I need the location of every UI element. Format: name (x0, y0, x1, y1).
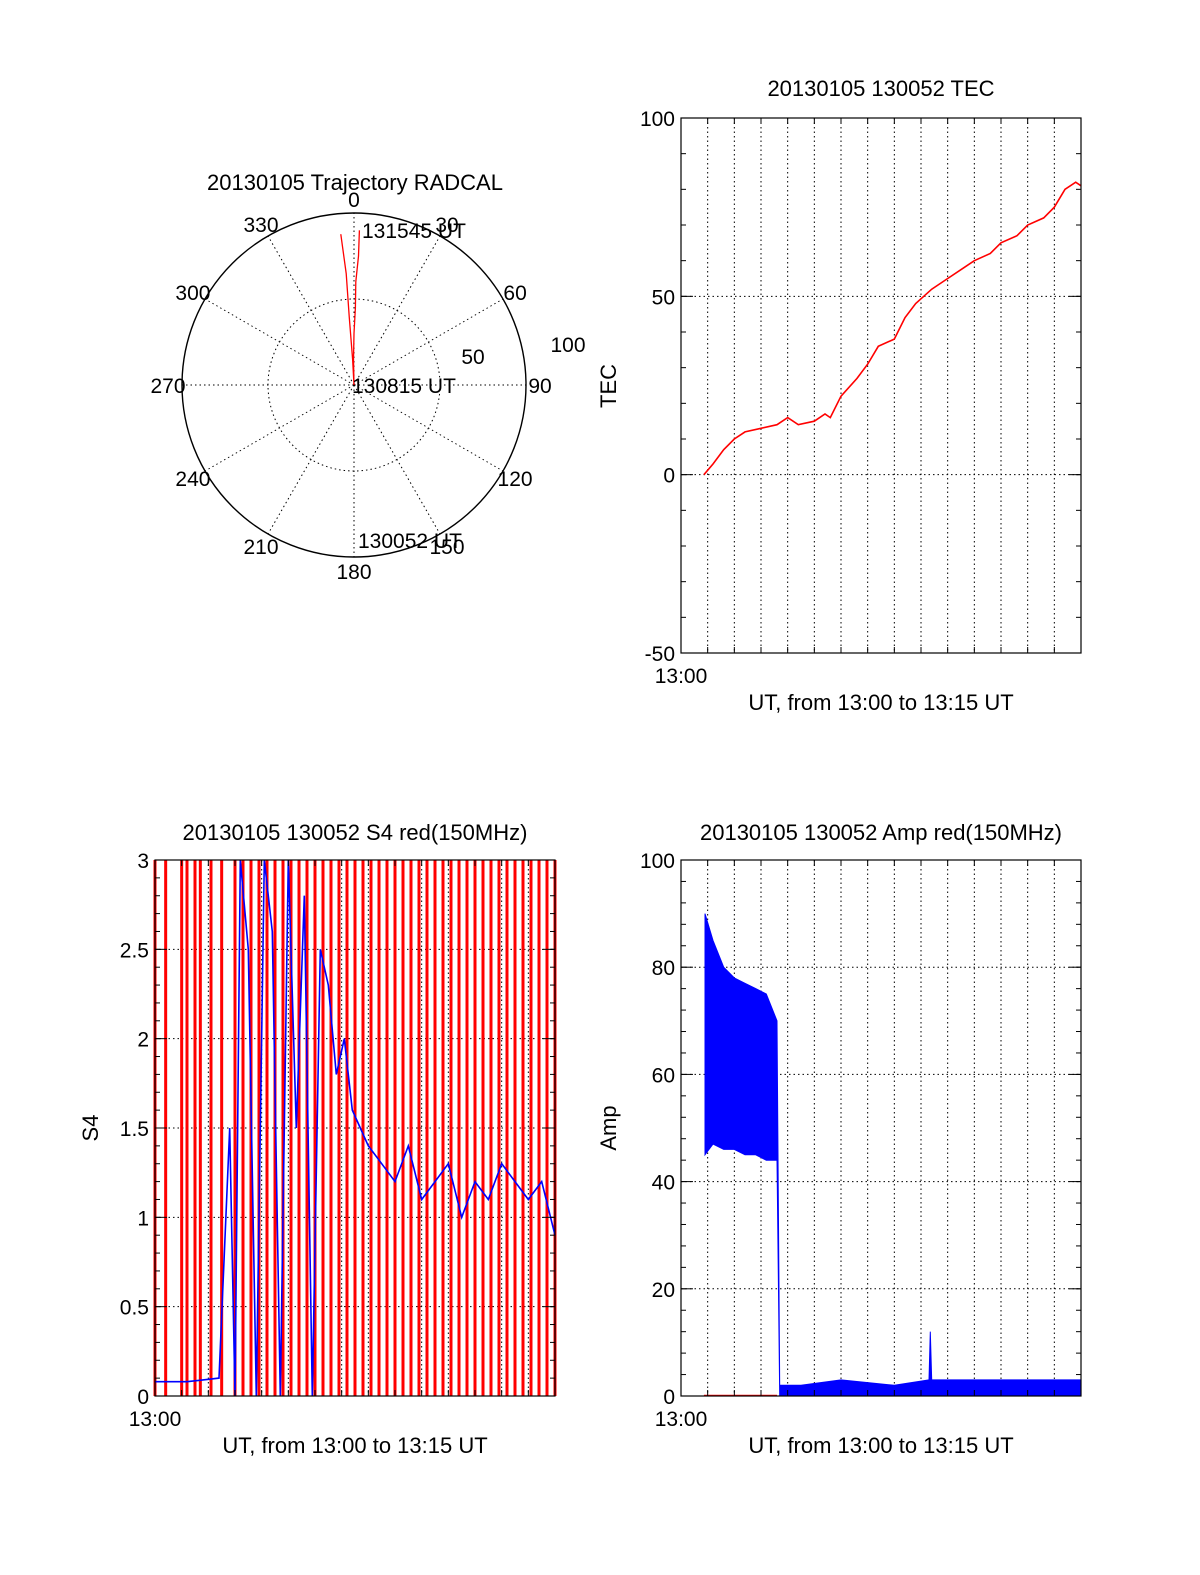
amp-xlabel: UT, from 13:00 to 13:15 UT (748, 1433, 1013, 1458)
annotation-end-time: 131545 UT (362, 220, 466, 243)
tec-ticks: -50 0 50 100 (640, 108, 1082, 666)
radius-label-100: 100 (550, 334, 585, 357)
p3-ytick-label-5: 100 (640, 850, 675, 873)
p2-ytick-label-0: 0 (137, 1386, 149, 1409)
tec-title: 20130105 130052 TEC (767, 76, 994, 101)
trajectory-polar-panel: 20130105 Trajectory RADCAL 0 30 60 90 120 150… (150, 170, 585, 584)
polar-spoke-60 (353, 298, 504, 386)
tec-ylabel: TEC (596, 364, 621, 408)
polar-angle-label-210: 210 (243, 536, 278, 559)
amp-xtick-label: 13:00 (655, 1408, 708, 1431)
amp-ylabel: Amp (596, 1105, 621, 1150)
tec-xtick-label: 13:00 (655, 665, 708, 688)
polar-grid (181, 212, 527, 558)
amp-title: 20130105 130052 Amp red(150MHz) (700, 820, 1062, 845)
polar-angle-label-30: 30 (435, 214, 458, 237)
p2-ytick-label-2: 1 (137, 1207, 149, 1230)
p2-ytick-label-6: 3 (137, 850, 149, 873)
polar-angle-label-120: 120 (498, 468, 533, 491)
p3-ytick-label-2: 40 (652, 1172, 675, 1195)
tec-series (703, 181, 1082, 476)
s4-series (153, 859, 557, 1397)
s4-ticks: 0 0.5 1 1.5 2 2.5 3 (120, 850, 556, 1409)
polar-angle-label-0: 0 (348, 189, 360, 212)
amp-grid (681, 860, 1081, 1396)
s4-xlabel: UT, from 13:00 to 13:15 UT (222, 1433, 487, 1458)
p3-ytick-label-3: 60 (652, 1064, 675, 1087)
amp-series (703, 913, 1082, 1397)
p2-ytick-label-1: 0.5 (120, 1297, 149, 1320)
p1-ytick-label-1: 0 (663, 465, 675, 488)
amp-ticks: 0 20 40 60 80 100 (640, 850, 1082, 1409)
polar-angle-labels: 0 30 60 90 120 150 180 210 240 270 300 330 (150, 189, 551, 584)
amp-panel: 20130105 130052 Amp red(150MHz) 0 20 40 60 8… (596, 820, 1082, 1458)
polar-angle-label-180: 180 (336, 561, 371, 584)
polar-spoke-150 (353, 384, 441, 535)
polar-angle-label-330: 330 (243, 214, 278, 237)
p2-ytick-label-5: 2.5 (120, 939, 149, 962)
p3-ytick-label-1: 20 (652, 1279, 675, 1302)
p3-ytick-label-4: 80 (652, 957, 675, 980)
polar-spoke-240 (204, 384, 355, 472)
p1-ytick-label-2: 50 (652, 286, 675, 309)
tec-grid (681, 118, 1081, 653)
p1-ytick-label-0: -50 (645, 643, 675, 666)
polar-angle-label-300: 300 (175, 282, 210, 305)
trajectory-title: 20130105 Trajectory RADCAL (207, 170, 503, 195)
p2-line-1 (155, 859, 556, 1397)
polar-series-line-0 (340, 230, 361, 386)
p2-ytick-label-4: 2 (137, 1029, 149, 1052)
s4-title: 20130105 130052 S4 red(150MHz) (183, 820, 528, 845)
radius-label-50: 50 (461, 346, 484, 369)
p3-ytick-label-0: 0 (663, 1386, 675, 1409)
polar-series (340, 230, 361, 386)
s4-ylabel: S4 (78, 1115, 103, 1142)
polar-angle-label-150: 150 (429, 536, 464, 559)
amp-axes-frame (680, 859, 1082, 1397)
polar-angle-label-60: 60 (503, 282, 526, 305)
s4-panel: 20130105 130052 S4 red(150MHz) 0 0.5 1 1.5 2… (78, 820, 557, 1458)
polar-spoke-210 (267, 384, 355, 535)
s4-axes-frame (154, 859, 556, 1397)
annotation-start-time: 130052 UT (358, 530, 462, 553)
p1-ytick-label-3: 100 (640, 108, 675, 131)
tec-axes-frame (680, 117, 1082, 654)
annotation-mid-time: 130815 UT (352, 375, 456, 398)
polar-angle-label-270: 270 (150, 375, 185, 398)
polar-spoke-300 (204, 298, 355, 386)
polar-spoke-30 (353, 235, 441, 386)
p1-line-0 (703, 181, 1082, 476)
p2-ytick-label-3: 1.5 (120, 1118, 149, 1141)
tec-xlabel: UT, from 13:00 to 13:15 UT (748, 690, 1013, 715)
polar-angle-label-240: 240 (175, 468, 210, 491)
polar-spoke-330 (267, 235, 355, 386)
polar-spoke-120 (353, 384, 504, 472)
polar-angle-label-90: 90 (528, 375, 551, 398)
s4-xtick-label: 13:00 (129, 1408, 182, 1431)
